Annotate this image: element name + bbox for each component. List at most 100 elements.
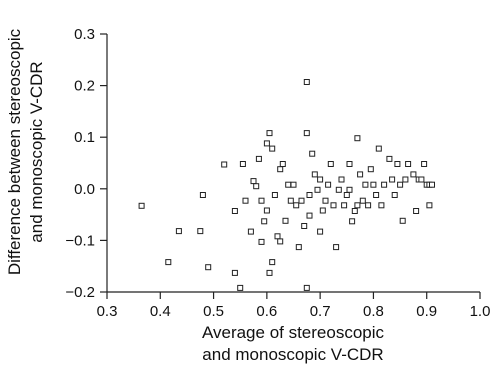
data-point: [271, 192, 278, 198]
axis-titles: Average of stereoscopic and monoscopic V…: [5, 28, 385, 364]
data-point: [349, 218, 356, 225]
data-point: [237, 284, 244, 291]
data-point: [285, 181, 292, 188]
data-point: [346, 186, 353, 193]
data-point: [317, 228, 324, 235]
x-axis-title-line-1: Average of stereoscopic: [202, 323, 385, 342]
data-point: [421, 161, 428, 167]
data-point: [277, 238, 284, 245]
data-point: [253, 183, 260, 190]
data-point: [333, 244, 340, 251]
x-tick-label: 0.5: [203, 303, 224, 320]
data-point: [378, 202, 385, 209]
data-point: [397, 181, 404, 188]
y-tick-label: −0.2: [65, 284, 95, 301]
data-point: [381, 181, 388, 188]
data-point: [309, 150, 316, 157]
data-point: [274, 233, 281, 240]
y-tick-label: 0.0: [74, 181, 95, 198]
data-point: [293, 202, 300, 209]
data-point: [365, 202, 372, 209]
data-point: [314, 186, 321, 193]
data-point: [418, 176, 425, 183]
data-point: [370, 181, 377, 188]
data-point: [303, 130, 310, 137]
data-point: [165, 259, 172, 266]
data-point: [389, 176, 396, 183]
data-point: [394, 161, 401, 167]
x-tick-label: 0.4: [150, 303, 171, 320]
data-point: [287, 197, 294, 204]
data-point: [402, 176, 409, 183]
data-point: [269, 259, 276, 266]
data-point: [221, 161, 228, 168]
y-tick-label: 0.1: [74, 129, 95, 146]
data-point: [303, 284, 310, 291]
y-tick-label: −0.1: [65, 232, 95, 249]
data-point: [295, 244, 302, 251]
data-point: [426, 202, 433, 209]
x-tick-label: 0.7: [310, 303, 331, 320]
data-point: [375, 145, 382, 152]
data-point: [282, 217, 289, 224]
data-point: [279, 161, 286, 167]
data-point: [335, 186, 342, 193]
y-axis-title-line-2: and monoscopic V-CDR: [27, 61, 46, 242]
data-point: [405, 161, 412, 167]
data-point: [317, 176, 324, 183]
data-point: [367, 166, 374, 173]
data-point: [322, 197, 329, 204]
data-point: [205, 264, 212, 271]
data-point: [290, 181, 297, 188]
data-point: [399, 217, 406, 224]
x-tick-label: 0.9: [416, 303, 437, 320]
data-point: [247, 228, 254, 235]
data-point: [327, 161, 334, 167]
x-axis-title-line-2: and monoscopic V-CDR: [202, 345, 383, 364]
data-point: [250, 178, 257, 185]
data-point: [354, 135, 361, 142]
y-tick-label: 0.2: [74, 78, 95, 95]
data-point: [258, 238, 265, 245]
data-point: [175, 228, 182, 235]
data-point: [301, 223, 308, 229]
data-point: [319, 207, 326, 214]
data-point: [199, 192, 206, 198]
x-tick-label: 0.8: [363, 303, 384, 320]
data-point: [266, 130, 273, 137]
data-point: [266, 269, 273, 276]
data-point: [346, 161, 353, 167]
data-point: [351, 208, 358, 214]
data-point: [242, 197, 249, 204]
y-tick-label: 0.3: [74, 26, 95, 43]
y-axis-title-line-1: Difference between stereoscopic: [5, 28, 24, 275]
data-point: [362, 181, 369, 188]
data-point: [373, 192, 380, 198]
data-point: [263, 140, 270, 147]
data-point: [359, 197, 366, 204]
data-point: [255, 155, 262, 162]
data-point: [410, 171, 417, 178]
data-point: [231, 269, 238, 276]
data-point: [258, 197, 265, 204]
data-point: [138, 202, 145, 209]
data-point: [325, 181, 332, 188]
x-tick-label: 0.3: [97, 303, 118, 320]
data-point: [357, 171, 364, 178]
data-points: [138, 79, 435, 291]
ticks: 0.3 0.4 0.5 0.6 0.7 0.8 0.9 1.0 −0.2 −0.1 0.0 0.1 0.…: [65, 26, 490, 320]
data-point: [306, 192, 313, 198]
axes: [106, 34, 480, 293]
data-point: [197, 228, 204, 235]
data-point: [311, 171, 318, 178]
data-point: [330, 202, 337, 209]
data-point: [306, 212, 313, 219]
data-point: [386, 155, 393, 162]
data-point: [263, 207, 270, 214]
x-tick-label: 1.0: [470, 303, 490, 320]
data-point: [239, 161, 246, 167]
data-point: [343, 192, 350, 198]
data-point: [391, 192, 398, 198]
data-point: [298, 197, 305, 204]
